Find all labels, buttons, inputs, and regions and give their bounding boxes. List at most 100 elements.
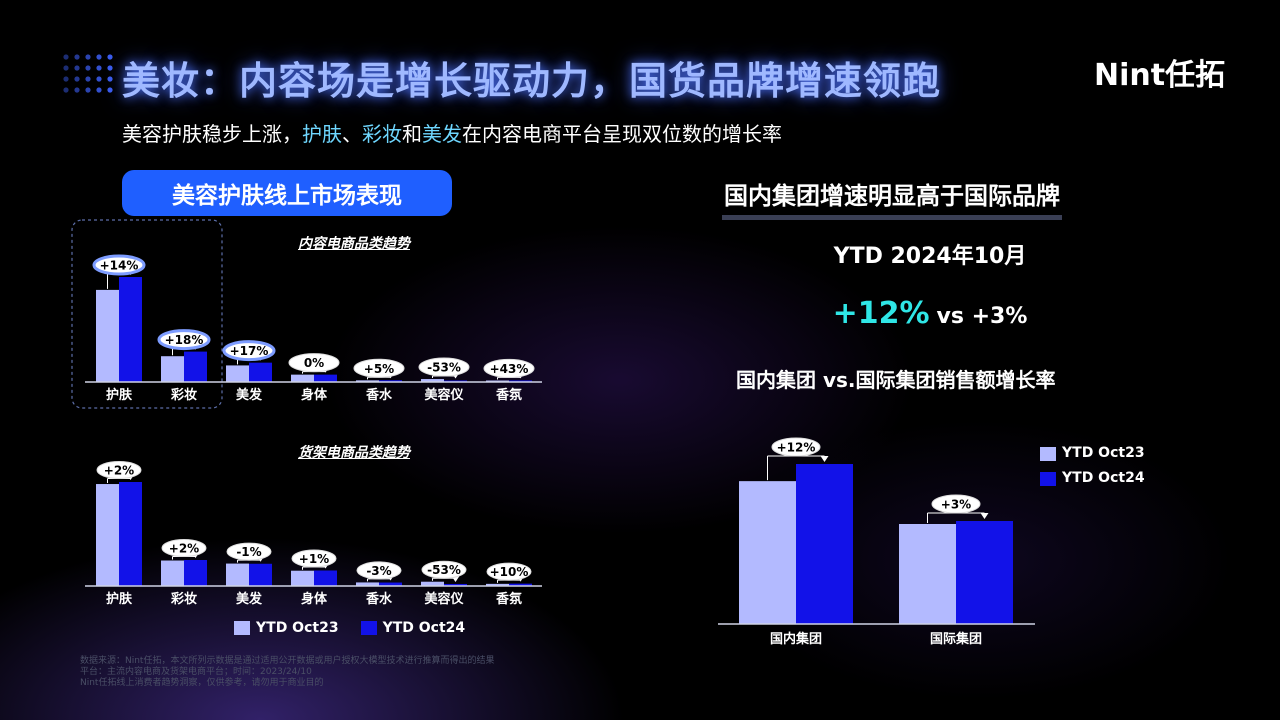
bar-oct24-5 [379,380,402,382]
left-legend: YTD Oct23 YTD Oct24 [234,620,465,636]
bar-oct24-5 [379,582,402,586]
category-label: 身体 [301,591,328,607]
category-label: 国际集团 [930,631,982,647]
bar-oct23-7 [486,583,509,586]
bar-oct24-6 [444,583,467,586]
dot-icon [107,54,113,60]
legend-label-oct24: YTD Oct24 [382,620,466,636]
growth-bubble [161,539,207,557]
arrow-down-icon [980,513,989,519]
growth-label: -1% [236,545,261,559]
bar-oct24-2 [956,521,1013,624]
category-label: 香氛 [495,387,522,403]
growth-bubble [291,549,337,568]
category-label: 彩妆 [170,591,197,607]
bar-oct23-1 [739,481,796,624]
category-label: 美容仪 [424,387,464,403]
category-label: 美发 [236,591,263,607]
dot-icon [96,54,102,60]
content-ecom-bar-chart: 护肤 +14% 彩妆 +18% 美发 +17% 身体 0% 香水 +5% 美容仪 -53% 香氛 +43% [71,219,542,409]
subtitle-highlight-makeup: 彩妆 [362,122,402,146]
bar-oct24-3 [249,362,272,382]
dot-icon [85,65,91,71]
growth-label: +2% [104,464,134,478]
dot-icon [85,54,91,60]
legend-swatch-oct23 [234,621,250,635]
growth-bubble [931,494,981,514]
right-legend-row-oct24: YTD Oct24 [1040,466,1145,491]
category-label: 香水 [365,387,393,403]
category-label: 护肤 [106,591,133,607]
chart-title-shelf-ecom: 货架电商品类趋势 [298,445,410,461]
growth-label: +5% [364,362,394,376]
growth-label: +43% [490,362,529,376]
right-legend-row-oct23: YTD Oct23 [1040,441,1145,466]
headline-growth: +12% vs +3% [760,296,1100,331]
page-subtitle: 美容护肤稳步上涨，护肤、彩妆和美发在内容电商平台呈现双位数的增长率 [122,118,782,147]
right-legend: YTD Oct23 YTD Oct24 [1040,441,1145,491]
dot-icon [96,65,102,71]
bar-oct23-2 [899,524,956,624]
bar-oct24-7 [509,583,532,586]
growth-label: +3% [941,498,971,512]
subtitle-text: 和 [402,122,422,146]
footnote: 数据来源：Nint任拓，本文所列示数据是通过适用公开数据或用户授权大模型技术进行… [80,656,640,689]
bar-oct23-2 [161,356,184,382]
legend-label-oct23: YTD Oct23 [256,620,339,636]
logo-latin: Nint [1094,58,1166,93]
subtitle-text: 在内容电商平台呈现双位数的增长率 [462,122,782,146]
growth-label: +12% [777,441,816,455]
dot-icon [63,76,69,82]
growth-bubble [157,329,211,351]
category-label: 美容仪 [424,591,464,607]
growth-label: -53% [427,361,461,375]
legend-swatch-oct24 [360,621,377,635]
page-title: 美妆：内容场是增长驱动力，国货品牌增速领跑 [122,59,942,103]
bar-oct23-5 [356,380,379,382]
dot-icon [85,76,91,82]
decorative-dot-grid-icon [63,54,113,93]
group-growth-bar-chart: 国内集团 +12% 国际集团 +3% [718,437,1035,647]
dot-icon [63,54,69,60]
category-label: 护肤 [106,387,133,403]
growth-label: +17% [230,344,269,358]
growth-bubble [486,562,532,581]
growth-label: +14% [100,259,139,273]
bar-oct24-4 [314,570,337,586]
bar-oct23-3 [226,365,249,382]
dot-icon [107,76,113,82]
dot-icon [107,65,113,71]
growth-bubble [92,254,146,276]
growth-label: 0% [304,356,324,370]
bar-oct23-1 [96,484,119,586]
bar-oct24-1 [119,482,142,586]
dot-icon [74,87,80,93]
subtitle-highlight-skincare: 护肤 [302,122,342,146]
bar-oct24-2 [184,351,207,382]
dot-icon [85,87,91,93]
arrow-down-icon [820,456,829,462]
bar-oct24-7 [509,380,532,382]
growth-label: +1% [299,552,329,566]
bar-oct24-3 [249,563,272,586]
growth-label: +2% [169,542,199,556]
dot-icon [74,76,80,82]
bar-oct23-4 [291,374,314,382]
dot-icon [96,76,102,82]
growth-bubble [421,560,467,579]
bar-oct23-1 [96,289,119,382]
legend-swatch-oct24 [1040,471,1056,486]
legend-label-oct24: YTD Oct24 [1062,470,1145,486]
bar-oct24-4 [314,374,337,382]
category-label: 美发 [236,387,263,403]
growth-bubble [418,357,470,377]
logo-cn: 任拓 [1165,58,1226,93]
bar-oct23-2 [161,560,184,586]
growth-bubble [288,353,340,373]
growth-label: +18% [165,333,204,347]
legend-swatch-oct23 [1040,446,1056,461]
dot-icon [74,65,80,71]
subtitle-text: 美容护肤稳步上涨， [122,122,302,146]
legend-label-oct23: YTD Oct23 [1062,445,1145,461]
group-chart-title: 国内集团 vs.国际集团销售额增长率 [736,368,1056,392]
